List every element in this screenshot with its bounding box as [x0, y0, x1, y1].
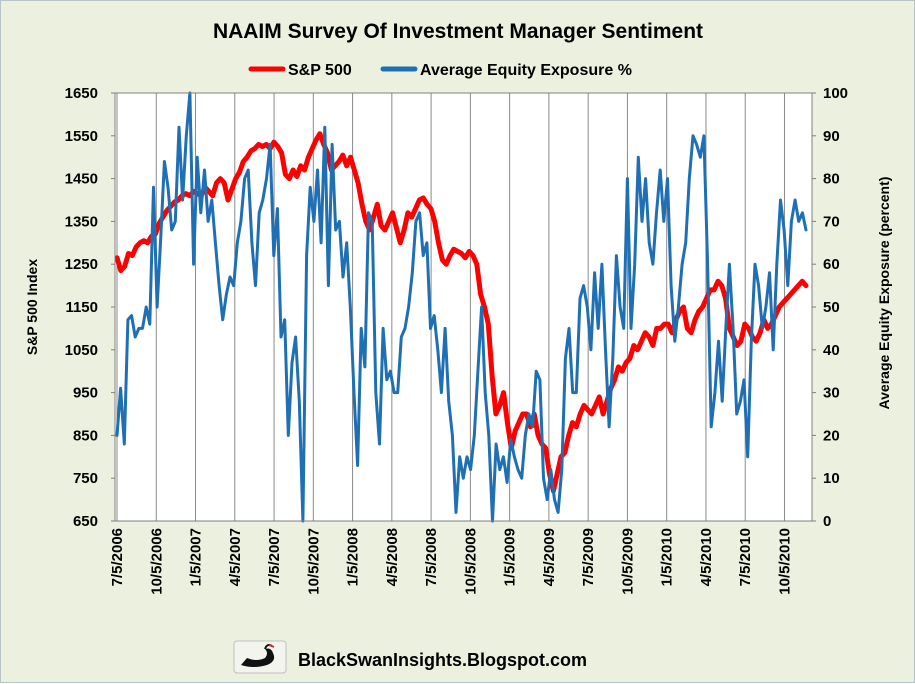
x-tick-label: 4/5/2008: [384, 528, 401, 586]
black-swan-logo-icon: [233, 640, 287, 674]
chart-title: NAAIM Survey Of Investment Manager Senti…: [213, 20, 703, 43]
y-left-tick-label: 1050: [65, 342, 98, 359]
x-tick-label: 1/5/2008: [345, 528, 362, 586]
y-right-tick-label: 10: [823, 470, 840, 487]
y-right-tick-label: 60: [823, 256, 840, 273]
x-axis-ticks: 7/5/2006 10/5/2006 1/5/2007 4/5/2007 7/5/200…: [109, 528, 793, 595]
y-left-tick-label: 750: [73, 470, 98, 487]
y-left-tick-label: 850: [73, 427, 98, 444]
y-left-tick-label: 950: [73, 385, 98, 402]
y-left-tick-label: 1550: [65, 128, 98, 145]
y-left-tick-label: 650: [73, 513, 98, 530]
y-left-tick-label: 1450: [65, 171, 98, 188]
x-tick-label: 7/5/2006: [109, 528, 126, 586]
source-credit: BlackSwanInsights.Blogspot.com: [233, 640, 587, 674]
y-right-tick-label: 50: [823, 299, 840, 316]
plot-area: [115, 93, 812, 521]
x-tick-label: 10/5/2010: [776, 528, 793, 595]
series-sp500: [114, 131, 809, 494]
x-tick-label: 7/5/2008: [423, 528, 440, 586]
x-tick-label: 7/5/2010: [737, 528, 754, 586]
sp500-line: [114, 131, 809, 494]
x-tick-label: 7/5/2007: [266, 528, 283, 586]
y-right-tick-label: 80: [823, 171, 840, 188]
y-right-tick-label: 70: [823, 213, 840, 230]
x-tick-label: 10/5/2009: [619, 528, 636, 595]
x-tick-label: 7/5/2009: [580, 528, 597, 586]
y-axis-left-ticks: 1650 1550 1450 1350 1250 1150 1050 950 850 750 650: [65, 85, 115, 530]
equity-exposure-line: [115, 91, 808, 523]
y-right-tick-label: 0: [823, 513, 831, 530]
y-right-tick-label: 20: [823, 427, 840, 444]
y-right-tick-label: 40: [823, 342, 840, 359]
x-tick-label: 1/5/2009: [502, 528, 519, 586]
x-tick-label: 4/5/2009: [541, 528, 558, 586]
y-axis-left-title: S&P 500 Index: [24, 259, 40, 355]
legend: S&P 500 Average Equity Exposure %: [248, 62, 632, 79]
x-tick-label: 10/5/2007: [305, 528, 322, 595]
x-tick-label: 10/5/2006: [148, 528, 165, 595]
y-left-tick-label: 1250: [65, 256, 98, 273]
x-tick-label: 1/5/2007: [188, 528, 205, 586]
y-right-tick-label: 30: [823, 385, 840, 402]
y-left-tick-label: 1650: [65, 85, 98, 102]
source-text: BlackSwanInsights.Blogspot.com: [298, 650, 587, 670]
y-right-tick-label: 90: [823, 128, 840, 145]
y-axis-right-title: Average Equity Exposure (percent): [876, 177, 892, 410]
series-exposure: [115, 91, 808, 523]
x-tick-label: 4/5/2010: [698, 528, 715, 586]
legend-label-exposure: Average Equity Exposure %: [420, 62, 632, 79]
y-left-tick-label: 1150: [65, 299, 98, 316]
x-tick-label: 10/5/2008: [462, 528, 479, 595]
y-left-tick-label: 1350: [65, 213, 98, 230]
x-tick-label: 1/5/2010: [659, 528, 676, 586]
y-right-tick-label: 100: [823, 85, 848, 102]
x-tick-label: 4/5/2007: [227, 528, 244, 586]
legend-label-sp500: S&P 500: [288, 62, 352, 79]
